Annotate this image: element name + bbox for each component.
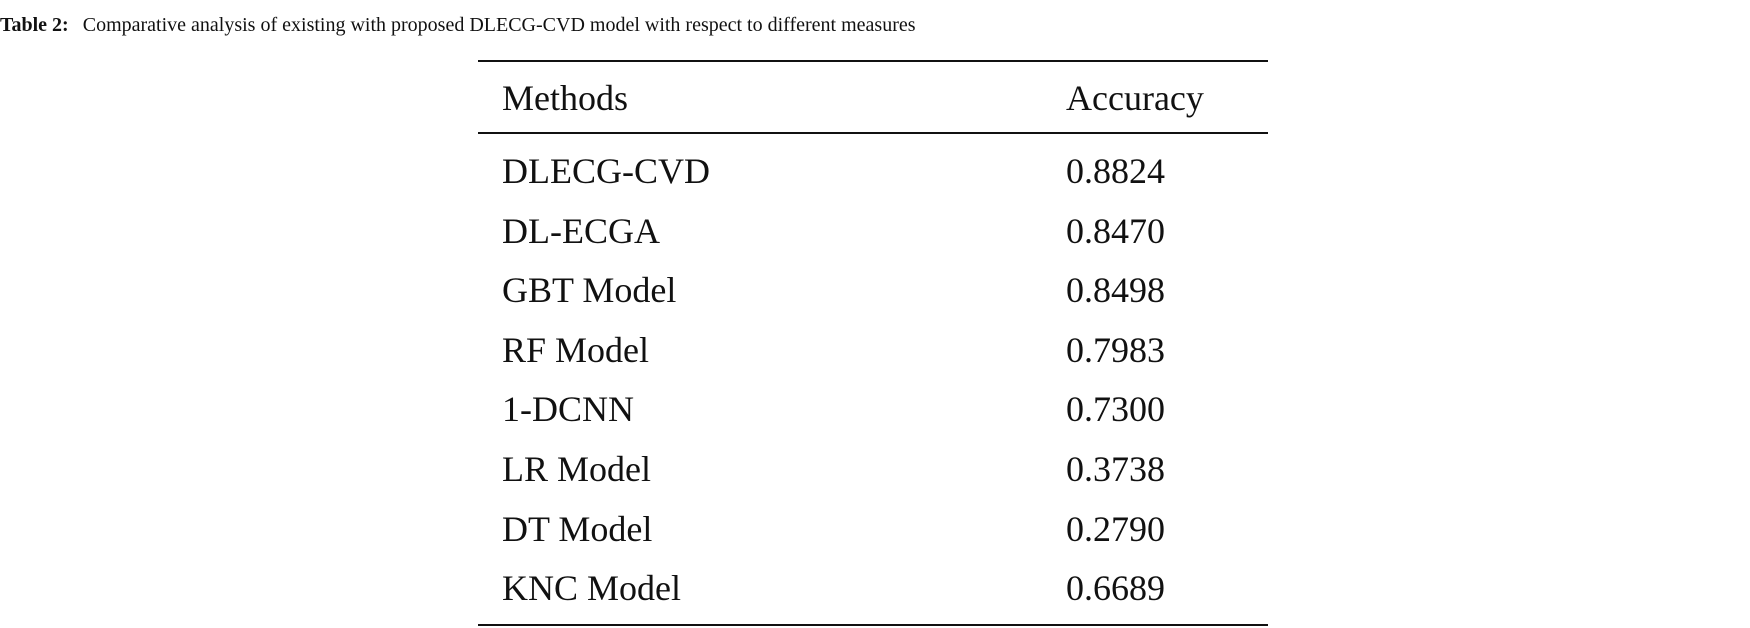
method-cell: DL-ECGA xyxy=(502,210,660,251)
caption-text: Comparative analysis of existing with pr… xyxy=(82,14,916,36)
method-cell: LR Model xyxy=(502,449,651,489)
method-cell: DT Model xyxy=(502,508,653,549)
method-cell: DLECG-CVD xyxy=(502,151,710,191)
column-header: Accuracy xyxy=(1066,78,1204,118)
method-cell: KNC Model xyxy=(502,568,681,609)
accuracy-cell: 0.8470 xyxy=(1066,210,1165,251)
accuracy-cell: 0.7300 xyxy=(1066,389,1165,430)
top-rule xyxy=(478,60,1268,62)
accuracy-cell: 0.2790 xyxy=(1066,508,1165,549)
table-caption: Table 2: Comparative analysis of existing… xyxy=(0,4,1750,46)
column-header: Methods xyxy=(502,78,628,118)
method-cell: RF Model xyxy=(502,329,650,370)
method-cell: 1-DCNN xyxy=(502,389,634,430)
header-rule xyxy=(478,132,1268,134)
accuracy-cell: 0.6689 xyxy=(1066,568,1165,609)
accuracy-cell: 0.7983 xyxy=(1066,329,1165,370)
caption-label: Table 2: xyxy=(0,14,69,36)
accuracy-cell: 0.8824 xyxy=(1066,151,1165,191)
method-cell: GBT Model xyxy=(502,270,677,311)
bottom-rule xyxy=(478,624,1268,626)
accuracy-cell: 0.3738 xyxy=(1066,449,1165,489)
accuracy-cell: 0.8498 xyxy=(1066,270,1165,311)
